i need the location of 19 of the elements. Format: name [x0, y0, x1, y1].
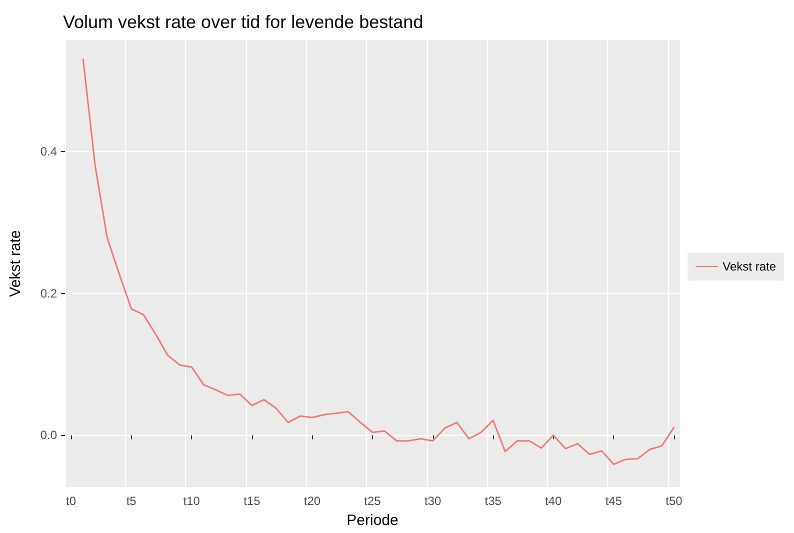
y-tick-label: 0.4 — [40, 144, 58, 158]
chart-title: Volum vekst rate over tid for levende bestand — [63, 12, 424, 32]
line-series — [82, 58, 675, 466]
x-tick-label: t40 — [545, 494, 562, 508]
x-tick-label: t5 — [126, 494, 137, 508]
y-axis-title: Vekst rate — [7, 230, 24, 297]
x-tick-label: t50 — [666, 494, 683, 508]
x-tick-label: t20 — [304, 494, 321, 508]
y-tick-label: 0.2 — [40, 286, 58, 300]
x-tick-label: t15 — [244, 494, 261, 508]
y-tick-label: 0.0 — [40, 428, 58, 442]
x-tick-label: t45 — [605, 494, 622, 508]
x-tick-label: t10 — [183, 494, 200, 508]
x-axis-title: Periode — [346, 512, 398, 529]
x-tick-label: t35 — [484, 494, 502, 508]
x-tick-label: t30 — [424, 494, 442, 508]
x-tick-label: t25 — [364, 494, 382, 508]
x-tick-label: t0 — [66, 494, 76, 508]
legend-label: Vekst rate — [722, 260, 776, 274]
